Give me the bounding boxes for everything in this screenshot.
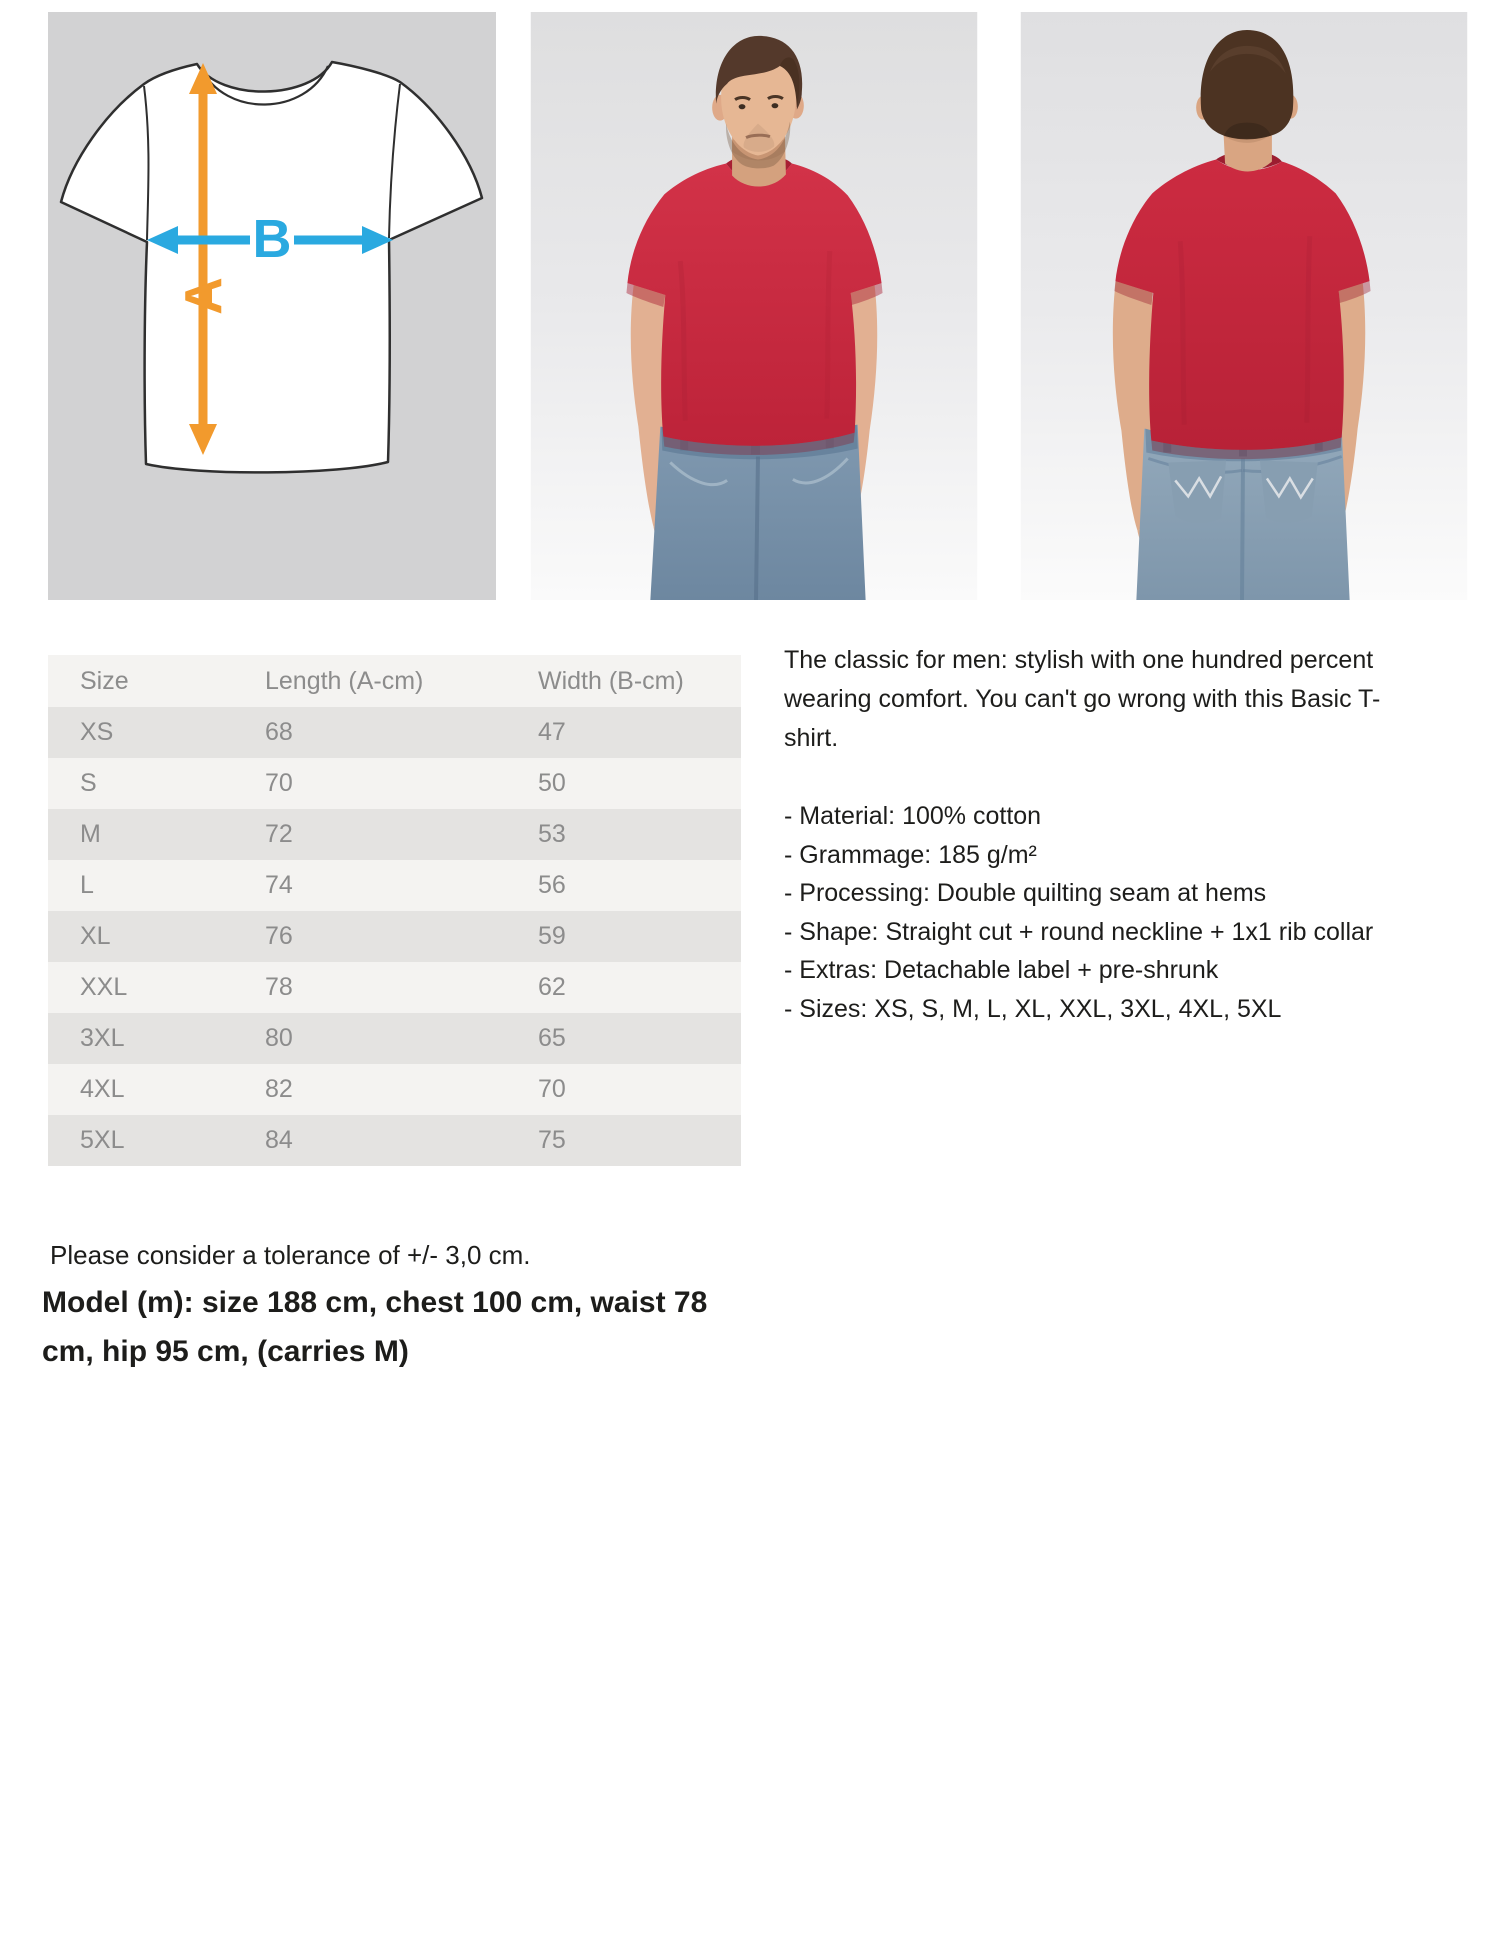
description-intro: The classic for men: stylish with one hu… bbox=[784, 646, 1381, 752]
description-bullets: - Material: 100% cotton - Grammage: 185 … bbox=[784, 797, 1496, 1028]
cell-length: 80 bbox=[265, 1024, 293, 1052]
table-row: L 74 56 bbox=[48, 860, 741, 911]
tshirt-measurement-diagram: A B bbox=[59, 60, 484, 474]
size-diagram-panel: A B bbox=[48, 12, 496, 600]
table-row: XXL 78 62 bbox=[48, 962, 741, 1013]
table-row: S 70 50 bbox=[48, 758, 741, 809]
description-bullet-sizes: - Sizes: XS, S, M, L, XL, XXL, 3XL, 4XL,… bbox=[784, 994, 1282, 1023]
cell-width: 53 bbox=[538, 820, 566, 848]
cell-size: XL bbox=[80, 922, 111, 950]
model-front-photo bbox=[530, 12, 978, 600]
description-bullet-processing: - Processing: Double quilting seam at he… bbox=[784, 879, 1267, 907]
model-shirt-back bbox=[1114, 152, 1371, 460]
description-bullet-extras: - Extras: Detachable label + pre-shrunk bbox=[784, 956, 1219, 984]
model-head-back bbox=[1196, 29, 1298, 172]
description-bullet-shape: - Shape: Straight cut + round neckline +… bbox=[784, 917, 1374, 946]
tshirt-outline bbox=[59, 60, 484, 474]
cell-width: 70 bbox=[538, 1075, 566, 1103]
cell-size: 4XL bbox=[80, 1075, 125, 1103]
description-bullet-material: - Material: 100% cotton bbox=[784, 802, 1042, 830]
cell-size: L bbox=[80, 871, 94, 899]
table-row: 5XL 84 75 bbox=[48, 1115, 741, 1166]
cell-length: 70 bbox=[265, 769, 293, 797]
cell-size: 5XL bbox=[80, 1126, 125, 1154]
cell-width: 65 bbox=[538, 1024, 566, 1052]
column-header-width: Width (B-cm) bbox=[538, 666, 684, 695]
tolerance-note: Please consider a tolerance of +/- 3,0 c… bbox=[50, 1240, 531, 1270]
cell-width: 75 bbox=[538, 1126, 566, 1154]
cell-width: 47 bbox=[538, 718, 566, 746]
product-description: The classic for men: stylish with one hu… bbox=[784, 641, 1496, 1028]
model-back-illustration bbox=[1020, 12, 1468, 600]
measure-b-arrow: B bbox=[147, 209, 393, 269]
cell-width: 50 bbox=[538, 769, 566, 797]
model-shirt-front bbox=[626, 157, 883, 456]
cell-length: 72 bbox=[265, 820, 293, 848]
measure-a-label: A bbox=[175, 277, 233, 315]
model-back-photo bbox=[1020, 12, 1468, 600]
column-header-length: Length (A-cm) bbox=[265, 666, 424, 695]
model-info-note: Model (m): size 188 cm, chest 100 cm, wa… bbox=[42, 1286, 708, 1368]
size-table-body: XS 68 47 S 70 50 M 72 53 L 74 56 XL 76 bbox=[48, 707, 741, 1166]
column-header-size: Size bbox=[80, 666, 129, 695]
table-row: XL 76 59 bbox=[48, 911, 741, 962]
measure-a-arrow: A bbox=[175, 63, 233, 455]
measure-b-label: B bbox=[253, 209, 292, 269]
model-front-illustration bbox=[530, 12, 978, 600]
cell-length: 76 bbox=[265, 922, 293, 950]
cell-size: S bbox=[80, 769, 97, 797]
table-row: 4XL 82 70 bbox=[48, 1064, 741, 1115]
model-head bbox=[712, 35, 804, 187]
cell-width: 56 bbox=[538, 871, 566, 899]
table-row: 3XL 80 65 bbox=[48, 1013, 741, 1064]
cell-length: 82 bbox=[265, 1075, 293, 1103]
cell-length: 74 bbox=[265, 871, 293, 899]
cell-size: XXL bbox=[80, 973, 128, 1001]
cell-length: 84 bbox=[265, 1126, 293, 1154]
size-table: Size Length (A-cm) Width (B-cm) XS 68 47… bbox=[48, 655, 741, 1166]
cell-size: XS bbox=[80, 718, 114, 746]
description-bullet-grammage: - Grammage: 185 g/m² bbox=[784, 840, 1037, 869]
cell-length: 68 bbox=[265, 718, 293, 746]
cell-width: 59 bbox=[538, 922, 566, 950]
cell-size: M bbox=[80, 820, 101, 848]
table-row: XS 68 47 bbox=[48, 707, 741, 758]
cell-size: 3XL bbox=[80, 1024, 125, 1052]
table-row: M 72 53 bbox=[48, 809, 741, 860]
cell-width: 62 bbox=[538, 973, 566, 1001]
cell-length: 78 bbox=[265, 973, 293, 1001]
notes-block: Please consider a tolerance of +/- 3,0 c… bbox=[42, 1238, 762, 1376]
size-table-header: Size Length (A-cm) Width (B-cm) bbox=[48, 655, 741, 707]
